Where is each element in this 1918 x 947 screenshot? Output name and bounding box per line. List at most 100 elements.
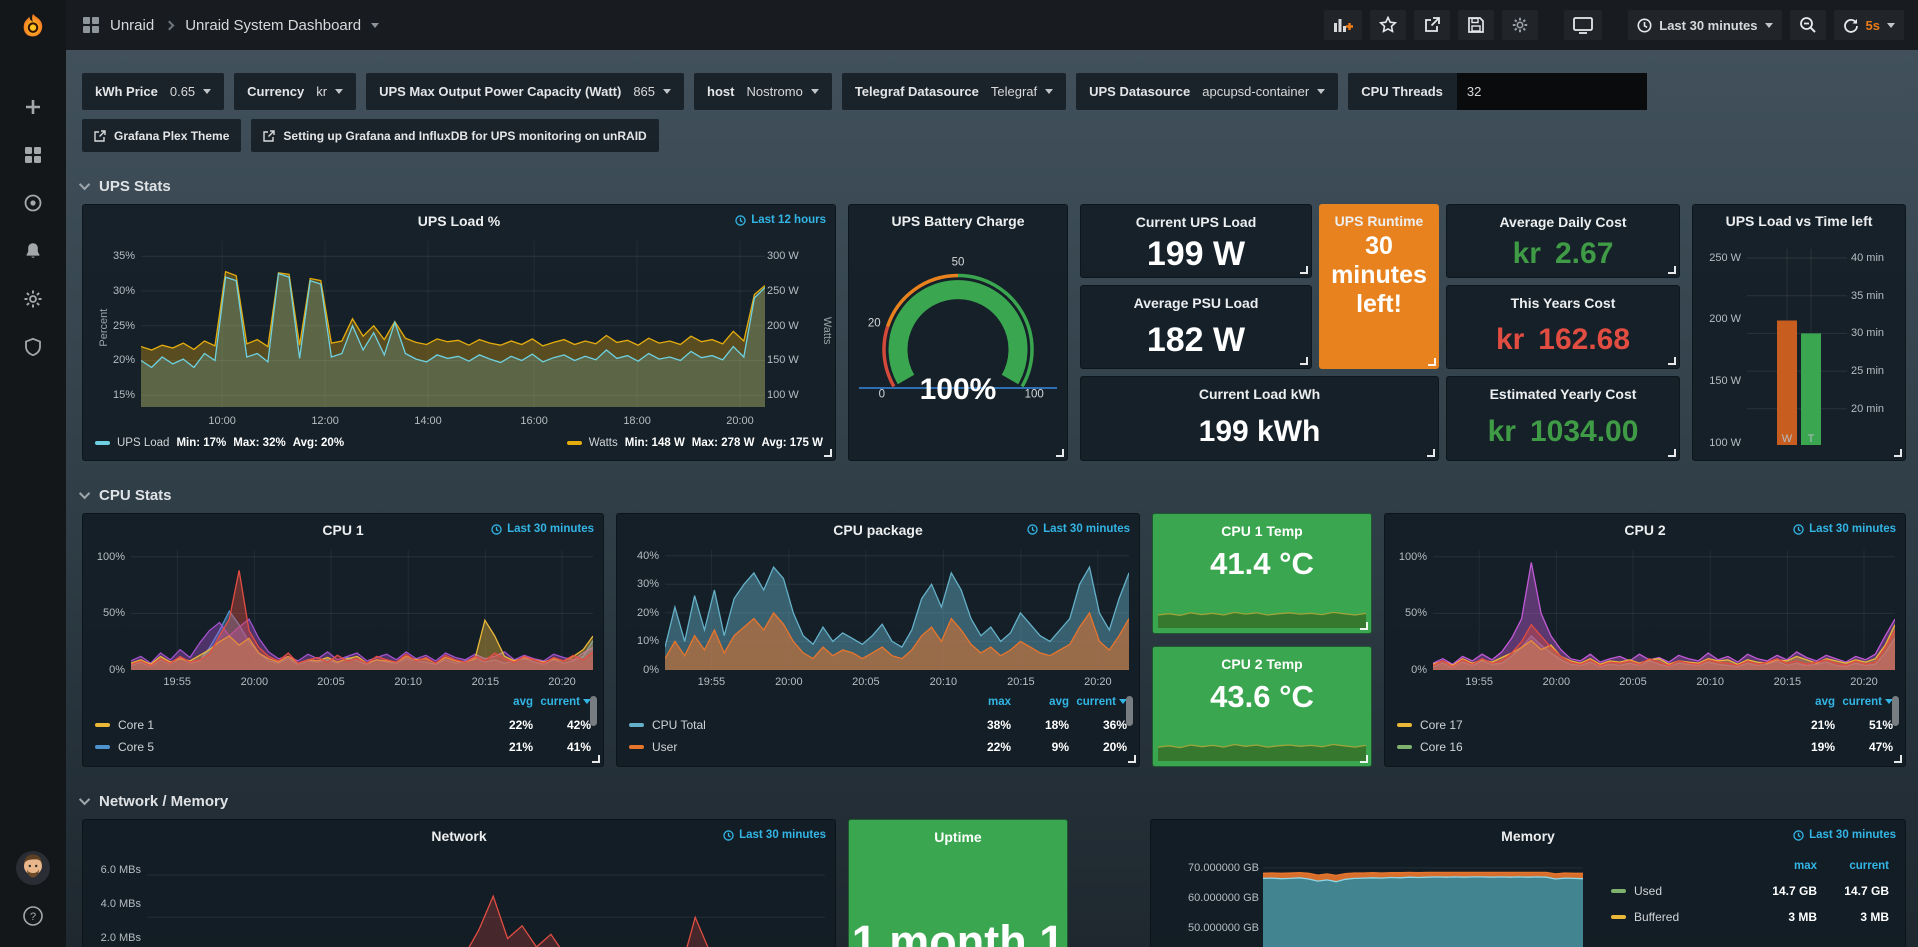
series-marker[interactable] [1611, 889, 1626, 893]
legend-col-avg[interactable]: avg [513, 696, 533, 708]
variable-value-dropdown[interactable]: 0.65 [170, 84, 212, 99]
panel-title[interactable]: Average Daily Cost [1499, 214, 1627, 230]
panel-title[interactable]: CPU 2 Temp [1221, 656, 1303, 672]
refresh-interval-label[interactable]: 5s [1865, 17, 1880, 33]
panel-title[interactable]: UPS Battery Charge [891, 213, 1025, 229]
series-marker[interactable] [95, 723, 110, 727]
panel-title[interactable]: Estimated Yearly Cost [1489, 386, 1637, 402]
time-range-picker[interactable]: Last 30 minutes [1628, 10, 1782, 40]
panel-time-override[interactable]: Last 30 minutes [491, 523, 594, 535]
series-name[interactable]: Core 5 [118, 740, 155, 754]
panel-title[interactable]: CPU package [833, 522, 923, 538]
series-marker[interactable] [566, 441, 582, 445]
panel-time-override[interactable]: Last 30 minutes [1793, 523, 1896, 535]
section-cpu-stats[interactable]: CPU Stats [78, 483, 1906, 507]
link-ups-monitoring-guide[interactable]: Setting up Grafana and InfluxDB for UPS … [251, 119, 659, 152]
panel-title[interactable]: CPU 2 [1624, 522, 1666, 538]
series-name[interactable]: Used [1634, 884, 1663, 898]
panel-time-override[interactable]: Last 30 minutes [1793, 829, 1896, 841]
cpu2-chart[interactable] [1433, 550, 1895, 670]
series-name[interactable]: Core 16 [1420, 740, 1463, 754]
panel-title[interactable]: Memory [1501, 828, 1555, 844]
legend-col-current[interactable]: current [1069, 696, 1127, 714]
server-admin-shield-icon[interactable] [13, 330, 53, 364]
legend-scrollbar[interactable] [1126, 696, 1133, 726]
panel-title[interactable]: Current UPS Load [1135, 214, 1257, 230]
panel-title[interactable]: Current Load kWh [1198, 386, 1321, 402]
battery-gauge[interactable]: 0 20 50 100 [857, 241, 1059, 416]
grafana-logo-icon[interactable] [0, 0, 66, 54]
dashboards-icon[interactable] [13, 138, 53, 172]
series-marker[interactable] [95, 441, 110, 445]
tv-mode-button[interactable] [1564, 10, 1603, 40]
explore-compass-icon[interactable] [13, 186, 53, 220]
series-name[interactable]: User [652, 740, 678, 754]
panel-title[interactable]: UPS Runtime [1334, 213, 1424, 229]
legend-col-current[interactable]: current [533, 696, 591, 714]
ups-bars-chart[interactable] [1747, 249, 1847, 445]
ups-load-chart[interactable] [141, 241, 765, 407]
series-name[interactable]: Core 17 [1420, 718, 1463, 732]
zoom-out-button[interactable] [1789, 10, 1826, 40]
panel-time-override[interactable]: Last 30 minutes [723, 829, 826, 841]
variable-value-dropdown[interactable]: apcupsd-container [1202, 84, 1326, 99]
panel-title[interactable]: Network [431, 828, 487, 844]
alerting-bell-icon[interactable] [13, 234, 53, 268]
series-marker[interactable] [95, 745, 110, 749]
cpu1-chart[interactable] [131, 550, 593, 670]
variable-value-dropdown[interactable]: kr [316, 84, 344, 99]
series-marker[interactable] [629, 745, 644, 749]
legend-col-max[interactable]: max [1793, 860, 1817, 872]
variable-value-dropdown[interactable]: Telegraf [991, 84, 1054, 99]
help-icon[interactable]: ? [13, 899, 53, 933]
legend-scrollbar[interactable] [590, 696, 597, 726]
legend-col-current[interactable]: current [1849, 860, 1889, 872]
section-ups-stats[interactable]: UPS Stats [78, 174, 1906, 198]
configuration-gear-icon[interactable] [13, 282, 53, 316]
variable-value-dropdown[interactable]: Nostromo [746, 84, 819, 99]
memory-chart[interactable] [1263, 864, 1583, 947]
series-marker[interactable] [1397, 745, 1412, 749]
network-chart[interactable] [147, 850, 825, 947]
panel-time-override[interactable]: Last 12 hours [735, 214, 826, 226]
panel-title[interactable]: CPU 1 [322, 522, 364, 538]
series-name[interactable]: Buffered [1634, 910, 1680, 924]
create-plus-icon[interactable] [13, 90, 53, 124]
add-panel-button[interactable] [1324, 10, 1363, 40]
link-grafana-plex-theme[interactable]: Grafana Plex Theme [82, 119, 242, 152]
legend-col-current[interactable]: current [1835, 696, 1893, 714]
settings-gear-button[interactable] [1502, 10, 1539, 40]
share-button[interactable] [1414, 10, 1451, 40]
dashboard-title[interactable]: Unraid System Dashboard [185, 16, 362, 34]
section-network-memory[interactable]: Network / Memory [78, 789, 1906, 813]
panel-title[interactable]: Average PSU Load [1133, 295, 1259, 311]
cpu-package-chart[interactable] [665, 550, 1129, 670]
refresh-button[interactable]: 5s [1833, 10, 1904, 40]
series-marker[interactable] [1397, 723, 1412, 727]
refresh-interval-caret-icon[interactable] [1887, 22, 1895, 28]
panel-title[interactable]: Uptime [934, 829, 982, 845]
user-avatar[interactable] [16, 851, 50, 885]
panel-title[interactable]: CPU 1 Temp [1221, 523, 1303, 539]
dashboard-title-caret-icon[interactable] [371, 22, 380, 28]
legend-col-max[interactable]: max [987, 696, 1011, 708]
x-axis-ticks: 19:55 20:00 20:05 20:10 20:15 20:20 [131, 676, 593, 690]
series-name[interactable]: CPU Total [652, 718, 706, 732]
series-name[interactable]: Core 1 [118, 718, 155, 732]
variable-value-dropdown[interactable]: 865 [633, 84, 672, 99]
series-name[interactable]: UPS Load [117, 437, 170, 449]
panel-time-override[interactable]: Last 30 minutes [1027, 523, 1130, 535]
panel-title[interactable]: This Years Cost [1510, 295, 1616, 311]
cpu-threads-input[interactable] [1456, 73, 1647, 110]
star-button[interactable] [1370, 10, 1407, 40]
panel-title[interactable]: UPS Load vs Time left [1725, 213, 1873, 229]
series-marker[interactable] [1611, 915, 1626, 919]
legend-col-avg[interactable]: avg [1049, 696, 1069, 708]
series-marker[interactable] [629, 723, 644, 727]
save-button[interactable] [1458, 10, 1495, 40]
legend-scrollbar[interactable] [1892, 696, 1899, 726]
panel-title[interactable]: UPS Load % [417, 213, 501, 229]
breadcrumb-root[interactable]: Unraid [110, 16, 155, 34]
series-name[interactable]: Watts [588, 437, 618, 449]
legend-col-avg[interactable]: avg [1815, 696, 1835, 708]
